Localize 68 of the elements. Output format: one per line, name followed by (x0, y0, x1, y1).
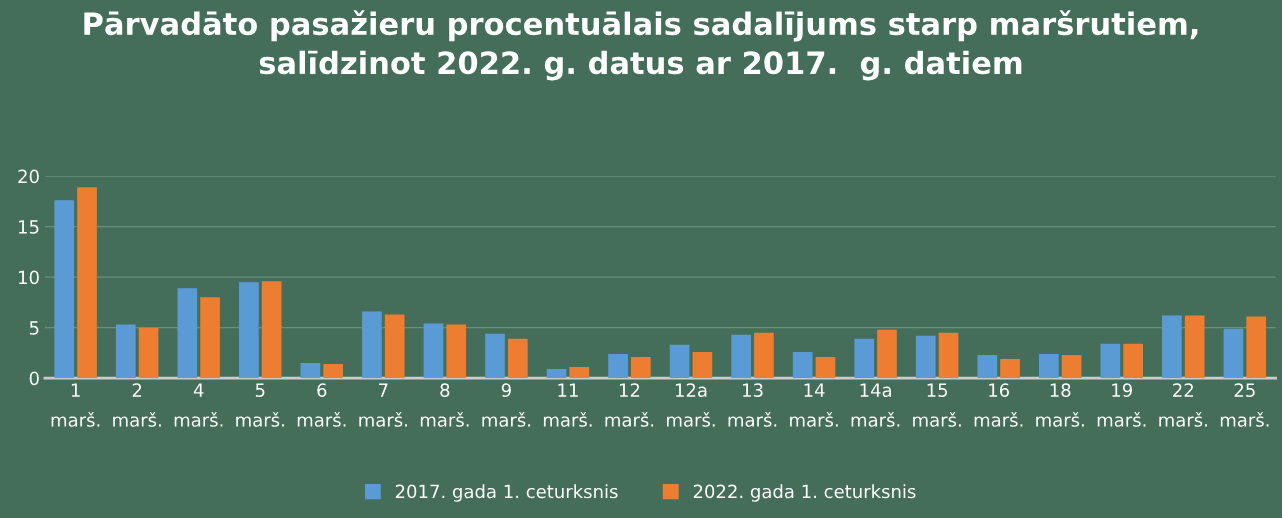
chart-title: Pārvadāto pasažieru procentuālais sadalījums starp maršrutiem, salīdzinot 2022. g. datus ar 2017. g. datiem (84, 10, 1198, 81)
bar (239, 282, 259, 379)
x-tick-label: 11 marš. (543, 383, 592, 427)
bar (608, 353, 628, 379)
bar (115, 324, 136, 379)
bar (1100, 343, 1121, 379)
bar (384, 314, 405, 379)
bar (815, 356, 836, 379)
bar (938, 332, 959, 379)
bar (323, 364, 344, 379)
y-tick-label: 15 (19, 220, 39, 234)
x-tick-label: 2 marš. (113, 383, 161, 427)
x-tick-label: 12a marš. (667, 383, 715, 427)
bar (546, 369, 567, 379)
x-tick-label: 7 marš. (359, 383, 407, 427)
x-tick-label: 1 marš. (51, 383, 100, 427)
x-tick-label: 18 marš. (1036, 383, 1084, 427)
x-tick-label: 25 marš. (1220, 383, 1269, 427)
x-tick-label: 15 marš. (913, 383, 961, 427)
x-tick-label: 19 marš. (1097, 383, 1146, 427)
bar (669, 344, 690, 379)
bar (138, 327, 159, 379)
bar (1223, 328, 1244, 379)
x-tick-label: 14 marš. (790, 383, 838, 427)
bar (77, 187, 97, 379)
legend-label: 2017. gada 1. ceturksnis (395, 484, 618, 502)
y-tick-label: 20 (18, 169, 39, 184)
y-tick-label: 10 (19, 270, 39, 285)
x-tick-label: 12 marš. (605, 383, 654, 427)
bar (1123, 343, 1143, 379)
bar (446, 324, 467, 379)
bar (792, 351, 813, 379)
legend-label: 2022. gada 1. ceturksnis (693, 484, 916, 502)
bar (261, 281, 282, 379)
bar (423, 323, 444, 379)
bar (1184, 315, 1205, 379)
bar (731, 334, 751, 379)
bar (300, 362, 321, 379)
bar (631, 356, 651, 379)
x-tick-label: 6 marš. (297, 383, 346, 427)
bar (362, 311, 382, 379)
x-tick-label: 22 marš. (1159, 383, 1207, 427)
y-tick-label: 5 (29, 321, 39, 335)
bar (877, 329, 897, 379)
bar (485, 333, 505, 379)
bar (54, 200, 75, 379)
bar (177, 288, 198, 379)
bar (692, 351, 713, 379)
x-tick-label: 14a marš. (851, 383, 900, 427)
bar (1038, 353, 1059, 379)
bar (915, 335, 936, 379)
x-tick-label: 8 marš. (420, 383, 469, 427)
bar (569, 367, 590, 379)
x-tick-label: 13 marš. (728, 383, 777, 427)
x-tick-label: 16 marš. (974, 383, 1023, 427)
bar (754, 332, 774, 379)
x-tick-label: 5 marš. (236, 383, 284, 427)
bar (977, 354, 998, 379)
bar (1162, 315, 1182, 379)
y-tick-label: 0 (29, 371, 39, 386)
bar (1000, 358, 1020, 379)
x-tick-label: 9 marš. (482, 383, 531, 427)
bar (507, 338, 528, 379)
bar (200, 297, 220, 379)
x-tick-label: 4 marš. (174, 383, 223, 427)
bar (1061, 354, 1082, 379)
bar (854, 338, 875, 379)
bar (1246, 316, 1267, 379)
